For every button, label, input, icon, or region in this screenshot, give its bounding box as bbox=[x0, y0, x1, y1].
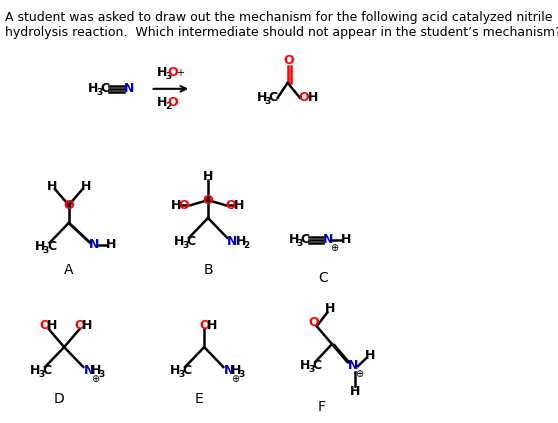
Text: O: O bbox=[64, 198, 74, 212]
Text: ⊕: ⊕ bbox=[65, 200, 73, 210]
Text: H: H bbox=[300, 360, 310, 373]
Text: 3: 3 bbox=[264, 97, 271, 106]
Text: N: N bbox=[89, 238, 99, 251]
Text: F: F bbox=[318, 400, 325, 414]
Text: ⊕: ⊕ bbox=[231, 374, 239, 384]
Text: H: H bbox=[231, 365, 242, 377]
Text: A student was asked to draw out the mechanism for the following acid catalyzed n: A student was asked to draw out the mech… bbox=[5, 11, 558, 39]
Text: O: O bbox=[167, 66, 178, 80]
Text: 3: 3 bbox=[308, 365, 315, 374]
Text: ⊕: ⊕ bbox=[91, 374, 99, 384]
Text: D: D bbox=[54, 392, 64, 406]
Text: O: O bbox=[74, 319, 85, 332]
Text: H: H bbox=[325, 302, 336, 315]
Text: O: O bbox=[309, 316, 319, 329]
Text: ⊕: ⊕ bbox=[204, 195, 212, 205]
Text: H: H bbox=[47, 319, 57, 332]
Text: N: N bbox=[224, 365, 234, 377]
Text: O: O bbox=[167, 96, 178, 109]
Text: A: A bbox=[64, 263, 74, 277]
Text: N: N bbox=[84, 365, 94, 377]
Text: C: C bbox=[100, 82, 109, 95]
Text: H: H bbox=[206, 319, 217, 332]
Text: 3: 3 bbox=[42, 246, 49, 255]
Text: E: E bbox=[195, 392, 203, 406]
Text: H: H bbox=[170, 365, 180, 377]
Text: H: H bbox=[105, 238, 116, 251]
Text: B: B bbox=[203, 263, 213, 277]
Text: C: C bbox=[186, 235, 196, 248]
Text: H: H bbox=[365, 349, 376, 362]
Text: +: + bbox=[176, 68, 184, 78]
Text: H: H bbox=[171, 198, 181, 212]
Text: ⊕: ⊕ bbox=[355, 369, 364, 379]
Text: N: N bbox=[348, 360, 359, 373]
Text: 3: 3 bbox=[182, 241, 188, 250]
Text: H: H bbox=[91, 365, 102, 377]
Text: H: H bbox=[341, 233, 352, 246]
Text: C: C bbox=[301, 233, 310, 246]
Text: C: C bbox=[183, 365, 192, 377]
Text: H: H bbox=[288, 233, 299, 246]
Text: C: C bbox=[318, 271, 328, 285]
Text: O: O bbox=[284, 55, 295, 68]
Text: N: N bbox=[227, 235, 238, 248]
Text: H: H bbox=[203, 170, 213, 183]
Text: O: O bbox=[199, 319, 209, 332]
Text: H: H bbox=[80, 180, 91, 192]
Text: H: H bbox=[257, 91, 267, 104]
Text: O: O bbox=[39, 319, 50, 332]
Text: ⊕: ⊕ bbox=[330, 243, 338, 253]
Text: 3: 3 bbox=[178, 371, 184, 379]
Text: H: H bbox=[157, 66, 167, 80]
Text: 3: 3 bbox=[165, 72, 171, 81]
Text: C: C bbox=[268, 91, 278, 104]
Text: H: H bbox=[234, 198, 244, 212]
Text: H: H bbox=[82, 319, 92, 332]
Text: H: H bbox=[88, 82, 98, 95]
Text: 3: 3 bbox=[239, 371, 245, 379]
Text: N: N bbox=[124, 82, 134, 95]
Text: O: O bbox=[178, 198, 189, 212]
Text: O: O bbox=[203, 194, 213, 206]
Text: N: N bbox=[323, 233, 333, 246]
Text: 3: 3 bbox=[96, 88, 103, 97]
Text: C: C bbox=[312, 360, 321, 373]
Text: O: O bbox=[299, 91, 309, 104]
Text: 3: 3 bbox=[38, 371, 44, 379]
Text: H: H bbox=[307, 91, 318, 104]
Text: 3: 3 bbox=[99, 371, 105, 379]
Text: 2: 2 bbox=[165, 102, 171, 111]
Text: 3: 3 bbox=[297, 239, 303, 248]
Text: H: H bbox=[47, 180, 57, 192]
Text: O: O bbox=[225, 198, 236, 212]
Text: H: H bbox=[350, 385, 360, 398]
Text: H: H bbox=[30, 365, 40, 377]
Text: H: H bbox=[157, 96, 167, 109]
Text: H: H bbox=[235, 235, 246, 248]
Text: H: H bbox=[174, 235, 184, 248]
Text: 2: 2 bbox=[243, 241, 249, 250]
Text: C: C bbox=[43, 365, 52, 377]
Text: C: C bbox=[47, 240, 56, 253]
Text: H: H bbox=[35, 240, 45, 253]
